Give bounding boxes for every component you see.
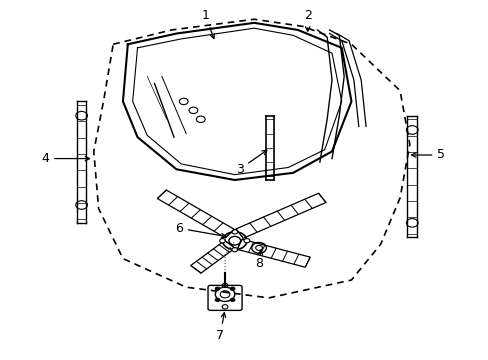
Circle shape [230,287,235,291]
Circle shape [231,248,237,252]
Circle shape [244,239,249,243]
Text: 1: 1 [201,9,214,39]
Text: 3: 3 [235,150,266,176]
Text: 5: 5 [411,148,445,162]
Text: 4: 4 [41,152,89,165]
Text: 8: 8 [255,250,263,270]
Circle shape [231,230,237,234]
Circle shape [215,287,220,291]
Text: 7: 7 [216,313,225,342]
Circle shape [230,298,235,302]
Text: 2: 2 [303,9,311,31]
Circle shape [215,298,220,302]
Circle shape [219,239,225,243]
Text: 6: 6 [175,222,225,238]
